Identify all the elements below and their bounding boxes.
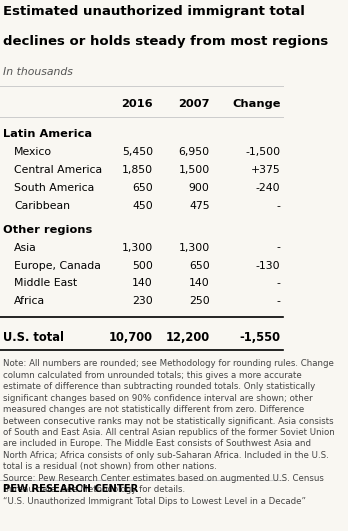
Text: Change: Change xyxy=(232,99,280,109)
Text: 12,200: 12,200 xyxy=(166,331,209,345)
Text: Latin America: Latin America xyxy=(3,129,92,139)
Text: PEW RESEARCH CENTER: PEW RESEARCH CENTER xyxy=(3,484,138,494)
Text: 2016: 2016 xyxy=(121,99,153,109)
Text: Note: All numbers are rounded; see Methodology for rounding rules. Change
column: Note: All numbers are rounded; see Metho… xyxy=(3,359,334,506)
Text: Caribbean: Caribbean xyxy=(14,201,70,211)
Text: +375: +375 xyxy=(251,165,280,175)
Text: 475: 475 xyxy=(189,201,209,211)
Text: -1,500: -1,500 xyxy=(245,147,280,157)
Text: -: - xyxy=(277,201,280,211)
Text: Mexico: Mexico xyxy=(14,147,52,157)
Text: 10,700: 10,700 xyxy=(109,331,153,345)
Text: 650: 650 xyxy=(132,183,153,193)
Text: Middle East: Middle East xyxy=(14,278,77,288)
Text: Central America: Central America xyxy=(14,165,102,175)
Text: 1,300: 1,300 xyxy=(122,243,153,253)
Text: U.S. total: U.S. total xyxy=(3,331,64,345)
Text: 2007: 2007 xyxy=(178,99,209,109)
Text: 140: 140 xyxy=(189,278,209,288)
Text: -: - xyxy=(277,296,280,306)
Text: 650: 650 xyxy=(189,261,209,270)
Text: 450: 450 xyxy=(132,201,153,211)
Text: 140: 140 xyxy=(132,278,153,288)
Text: -: - xyxy=(277,243,280,253)
Text: 250: 250 xyxy=(189,296,209,306)
Text: -1,550: -1,550 xyxy=(239,331,280,345)
Text: 500: 500 xyxy=(132,261,153,270)
Text: 5,450: 5,450 xyxy=(122,147,153,157)
Text: 6,950: 6,950 xyxy=(179,147,209,157)
Text: 1,850: 1,850 xyxy=(122,165,153,175)
Text: Europe, Canada: Europe, Canada xyxy=(14,261,101,270)
Text: Other regions: Other regions xyxy=(3,225,92,235)
Text: Estimated unauthorized immigrant total: Estimated unauthorized immigrant total xyxy=(3,5,305,18)
Text: -: - xyxy=(277,278,280,288)
Text: -240: -240 xyxy=(256,183,280,193)
Text: 900: 900 xyxy=(189,183,209,193)
Text: declines or holds steady from most regions: declines or holds steady from most regio… xyxy=(3,35,328,48)
Text: 1,300: 1,300 xyxy=(179,243,209,253)
Text: 1,500: 1,500 xyxy=(179,165,209,175)
Text: Asia: Asia xyxy=(14,243,37,253)
Text: South America: South America xyxy=(14,183,94,193)
Text: In thousands: In thousands xyxy=(3,67,73,78)
Text: 230: 230 xyxy=(132,296,153,306)
Text: -130: -130 xyxy=(256,261,280,270)
Text: Africa: Africa xyxy=(14,296,45,306)
